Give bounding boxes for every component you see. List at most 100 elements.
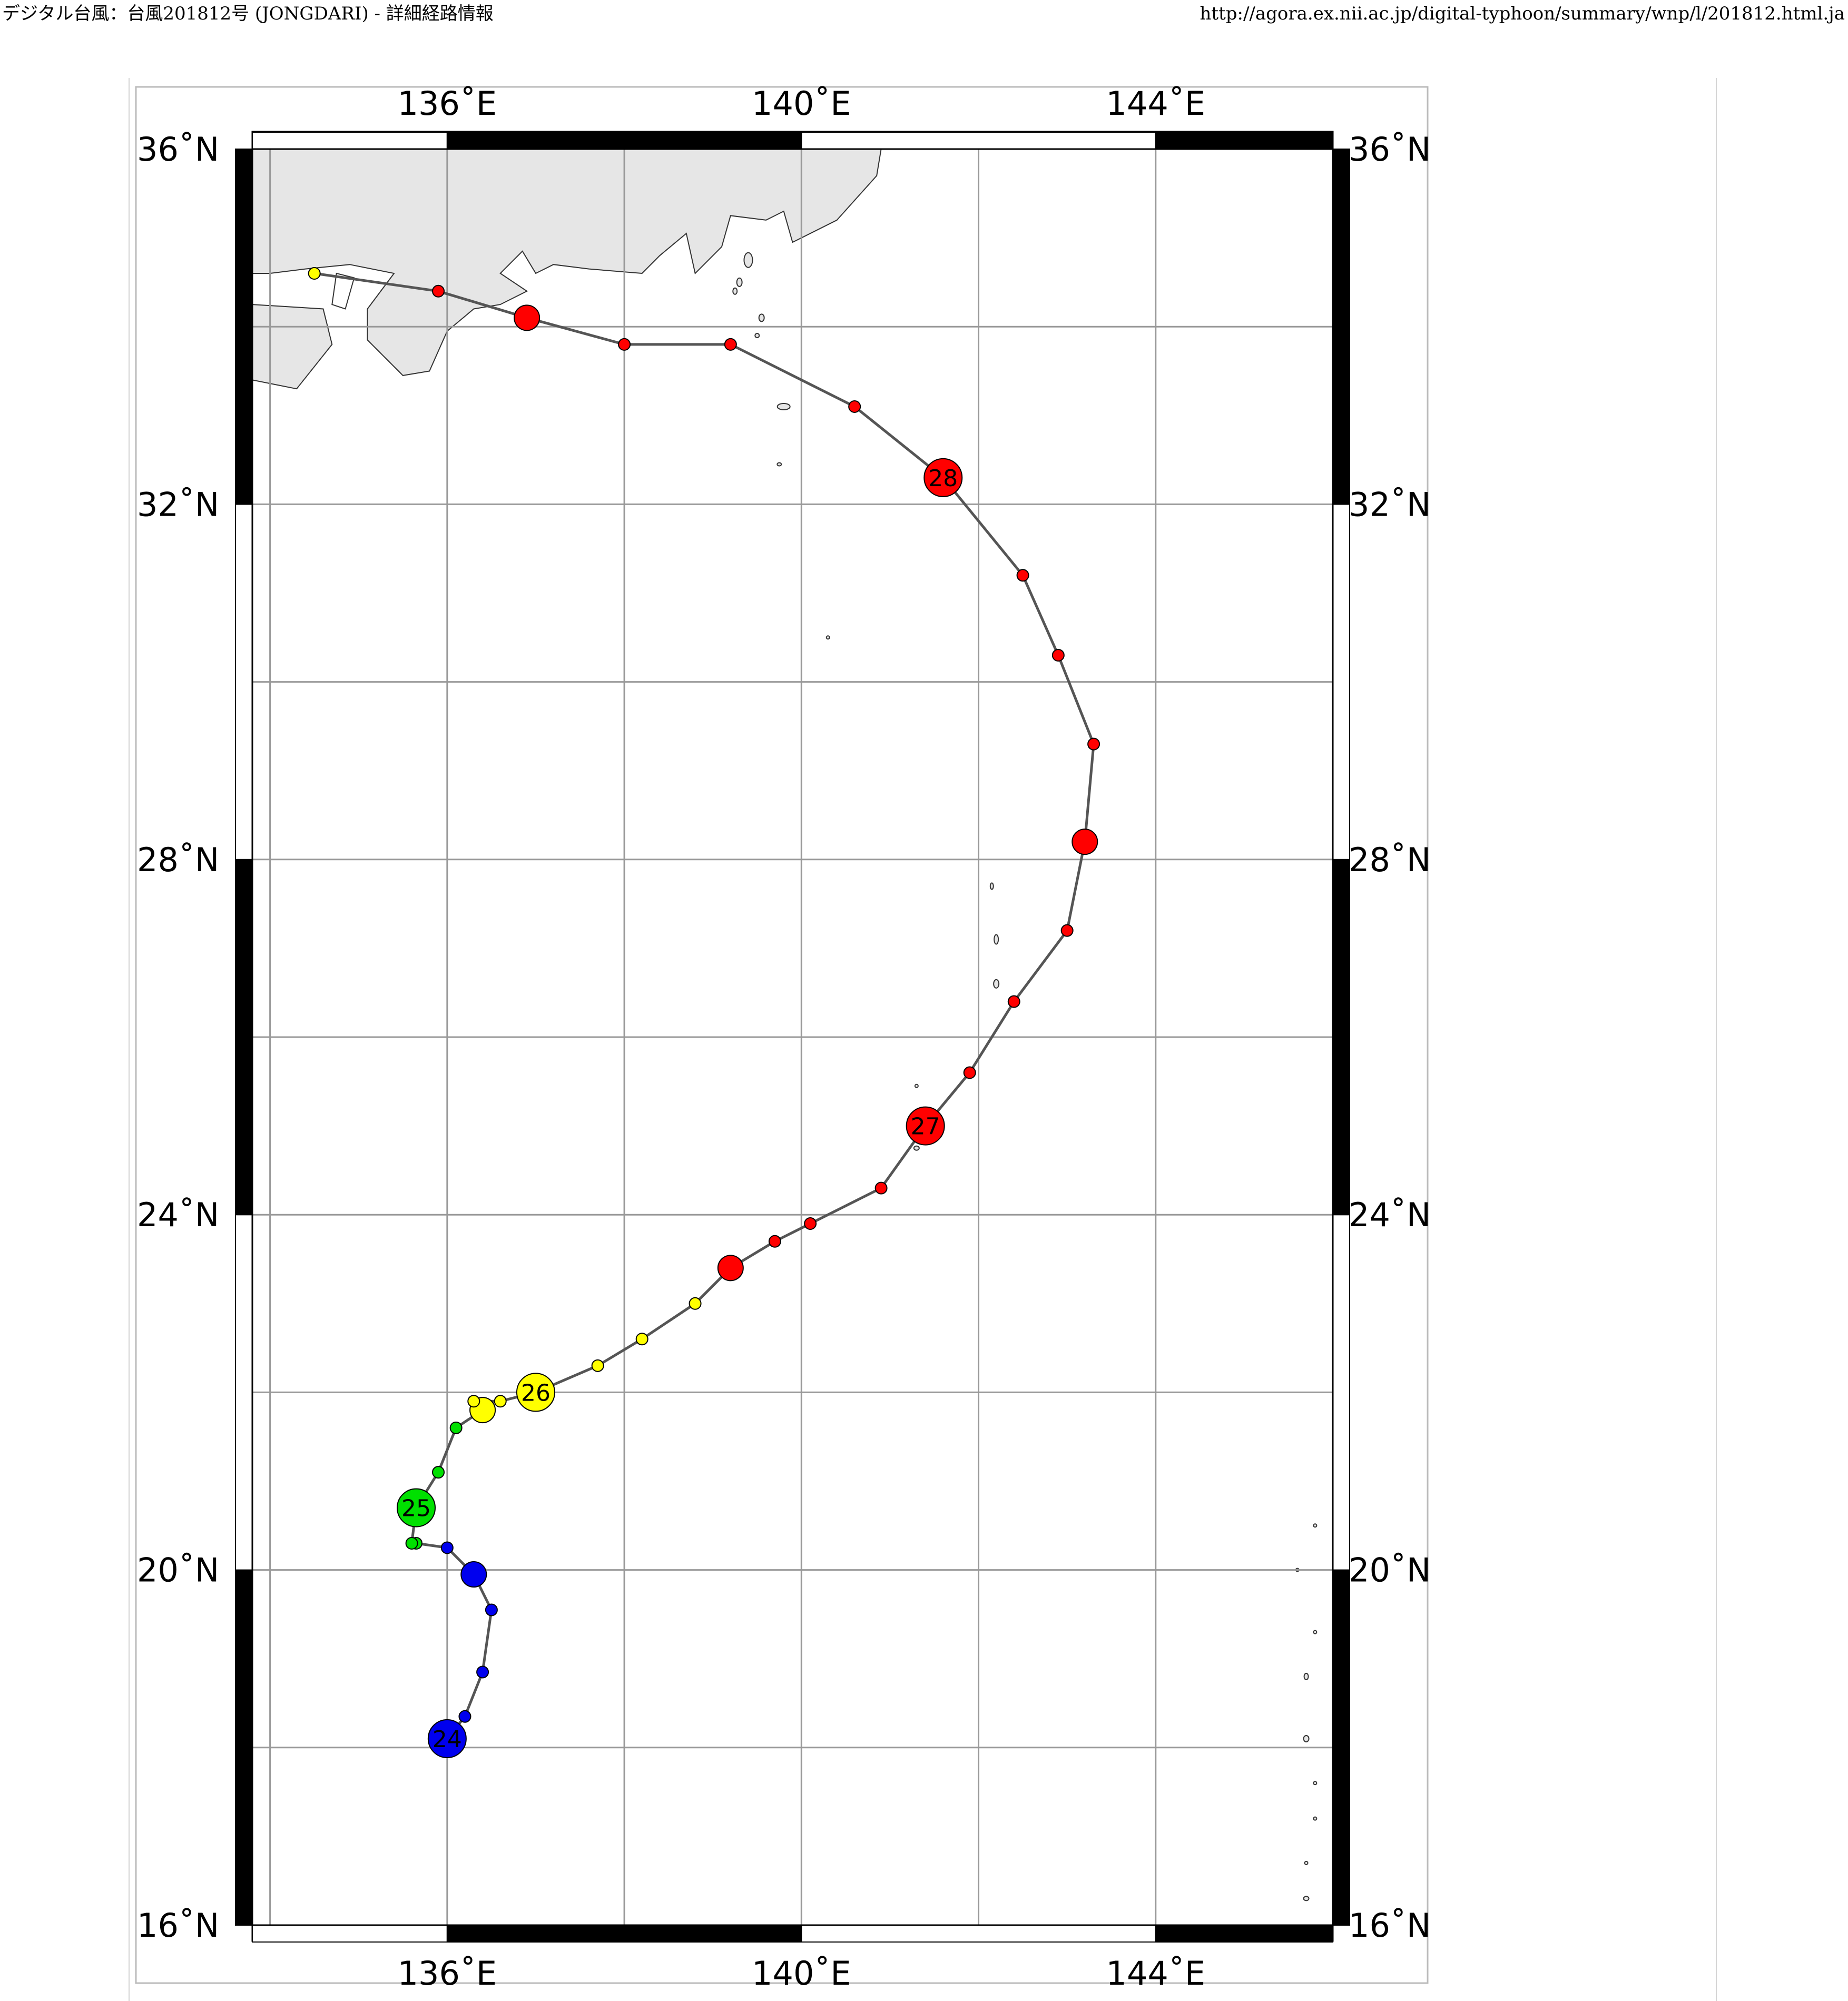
right-divider	[1716, 78, 1717, 2001]
island	[994, 934, 999, 945]
track-point	[689, 1297, 702, 1310]
land-layer	[252, 149, 1318, 1901]
track-point	[1051, 649, 1065, 662]
lat-label-right: 28˚N	[1349, 841, 1431, 879]
island	[758, 313, 765, 322]
track-point	[848, 400, 861, 413]
island	[776, 462, 782, 467]
track-point	[440, 1541, 454, 1554]
day-label: 24	[432, 1726, 462, 1753]
track-point	[724, 338, 737, 351]
island	[776, 402, 791, 410]
lon-label-top: 140˚E	[752, 84, 851, 123]
frame-segment-bottom	[801, 1925, 1156, 1943]
island	[1313, 1816, 1318, 1821]
track-point	[1072, 829, 1098, 855]
track-point	[516, 1373, 555, 1412]
plot-area-border	[251, 148, 1334, 1926]
map-outer-frame	[135, 86, 1429, 1984]
frame-segment-left	[235, 1214, 253, 1571]
island	[1304, 1860, 1309, 1865]
lat-label-right: 36˚N	[1349, 130, 1431, 169]
island	[1303, 1672, 1309, 1680]
lat-label-left: 36˚N	[137, 130, 219, 169]
track-point	[1016, 569, 1029, 582]
left-divider	[129, 78, 130, 2001]
track-point	[449, 1421, 463, 1434]
island	[913, 1145, 920, 1151]
track-point	[467, 1395, 480, 1408]
lat-label-right: 24˚N	[1349, 1196, 1431, 1234]
track-point	[397, 1488, 436, 1527]
lat-label-left: 24˚N	[137, 1196, 219, 1234]
island	[1303, 1896, 1310, 1901]
lat-label-left: 28˚N	[137, 841, 219, 879]
lat-label-right: 20˚N	[1349, 1551, 1431, 1590]
day-label: 28	[928, 465, 958, 492]
lat-label-right: 16˚N	[1349, 1906, 1431, 1945]
track-point	[1087, 737, 1100, 751]
lat-label-left: 20˚N	[137, 1551, 219, 1590]
lon-label-top: 144˚E	[1106, 84, 1206, 123]
frame-segment-right	[1332, 149, 1350, 505]
lat-label-left: 32˚N	[137, 485, 219, 524]
lon-label-bottom: 140˚E	[752, 1954, 851, 1993]
lon-label-bottom: 144˚E	[1106, 1954, 1206, 1993]
island	[993, 979, 1000, 989]
lat-label-right: 32˚N	[1349, 485, 1431, 524]
track-point	[717, 1255, 744, 1282]
frame-segment-top	[1155, 132, 1334, 150]
frame-segment-top	[446, 132, 802, 150]
frame-segment-left	[235, 1569, 253, 1926]
island	[743, 252, 753, 268]
day-label: 27	[911, 1113, 940, 1140]
honshu-landmass	[252, 149, 882, 376]
day-label: 26	[521, 1379, 551, 1406]
island	[825, 635, 830, 640]
track-point	[514, 304, 540, 331]
track-point	[458, 1710, 471, 1723]
track-point	[923, 458, 963, 497]
track-point	[591, 1359, 604, 1372]
track-point	[405, 1537, 418, 1550]
track-point	[768, 1235, 781, 1248]
frame-segment-left	[235, 504, 253, 860]
frame-segment-top	[252, 132, 448, 150]
island	[732, 287, 738, 295]
track-point	[432, 1466, 445, 1479]
track-point	[1007, 995, 1020, 1008]
lat-label-left: 16˚N	[137, 1906, 219, 1945]
track-points: 24 25 26 27 28	[308, 267, 1100, 1758]
frame-segment-bottom	[1155, 1925, 1334, 1943]
track-point	[432, 284, 445, 298]
island	[1303, 1734, 1310, 1742]
track-point	[618, 338, 631, 351]
frame-segment-top	[801, 132, 1156, 150]
page-title: デジタル台風：台風201812号 (JONGDARI) - 詳細経路情報	[2, 3, 494, 24]
map-border	[235, 132, 1350, 1943]
frame-segment-bottom	[446, 1925, 802, 1943]
day-label: 25	[401, 1495, 431, 1522]
track-point	[874, 1181, 888, 1195]
page-url: http://agora.ex.nii.ac.jp/digital-typhoo…	[1200, 3, 1845, 24]
track-point	[906, 1106, 945, 1146]
frame-segment-right	[1332, 859, 1350, 1216]
axis-labels: 136˚E 136˚E 140˚E 140˚E 144˚E 144˚E 16˚N 16˚N 20…	[137, 84, 1431, 1993]
island	[914, 1083, 919, 1088]
track-point	[308, 267, 321, 280]
island	[736, 277, 743, 287]
frame-segment-right	[1332, 1569, 1350, 1926]
track-point	[476, 1665, 489, 1679]
frame-segment-right	[1332, 504, 1350, 860]
island	[1313, 1781, 1318, 1786]
frame-segment-left	[235, 859, 253, 1216]
track-point	[485, 1603, 498, 1616]
lon-label-bottom: 136˚E	[398, 1954, 497, 1993]
lon-label-top: 136˚E	[398, 84, 497, 123]
track-point	[635, 1333, 648, 1346]
track-point	[963, 1066, 976, 1079]
frame-segment-right	[1332, 1214, 1350, 1571]
track-point	[1060, 924, 1074, 937]
frame-segment-left	[235, 149, 253, 505]
